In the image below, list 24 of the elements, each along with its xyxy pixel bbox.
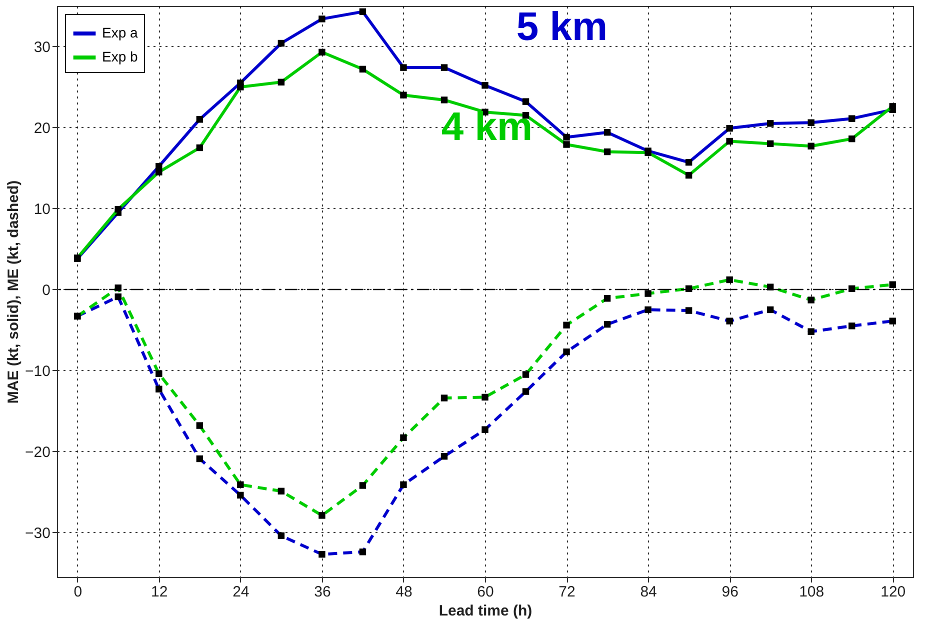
y-tick-label: 30 [34,38,50,56]
x-tick-label: 12 [151,584,168,600]
x-tick-label: 72 [558,584,576,600]
annotation: 4 km [441,105,533,149]
x-tick-label: 84 [640,584,657,600]
x-tick-label: 24 [232,584,250,600]
y-tick-label: 10 [34,200,50,218]
y-tick-label: −30 [25,524,50,542]
x-tick-label: 0 [74,584,82,600]
y-axis-title: MAE (kt, solid), ME (kt, dashed) [5,180,22,404]
x-tick-label: 108 [799,584,824,600]
legend-label: Exp b [102,48,138,64]
y-tick-label: 20 [34,120,50,137]
annotation: 5 km [516,5,608,49]
y-tick-label: −10 [25,362,50,380]
y-tick-label: 0 [42,282,50,299]
x-tick-label: 48 [396,584,412,600]
x-tick-label: 96 [722,584,738,600]
legend-label: Exp a [102,24,138,40]
x-axis-title: Lead time (h) [438,602,532,620]
x-tick-label: 36 [314,584,331,600]
x-tick-label: 120 [880,584,906,600]
x-tick-label: 60 [477,584,494,600]
y-tick-label: −20 [25,444,50,461]
